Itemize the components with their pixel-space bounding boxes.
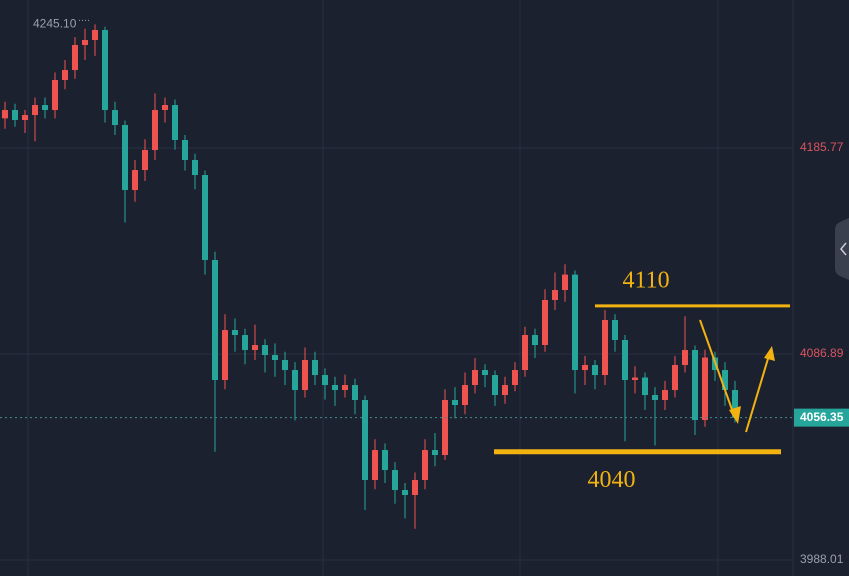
last-price-box (794, 408, 849, 427)
y-tick-label: 3988.01 (800, 552, 844, 566)
candle-body (622, 340, 628, 381)
high-label: 4245.10 (33, 17, 77, 31)
candle-body (662, 390, 668, 401)
candle-body (62, 70, 68, 81)
candle-body (332, 385, 338, 391)
candle-body (522, 335, 528, 371)
candle-body (22, 115, 28, 121)
candle-body (42, 105, 48, 111)
collapse-tab[interactable] (835, 218, 849, 280)
candle-body (682, 350, 688, 366)
candle-body (612, 320, 618, 341)
candle-body (292, 370, 298, 391)
candle-body (452, 400, 458, 406)
candle-body (472, 370, 478, 386)
candle-body (142, 150, 148, 171)
candle-body (652, 395, 658, 401)
candle-body (732, 390, 738, 418)
candle-body (282, 360, 288, 371)
candle-body (602, 320, 608, 376)
candle-body (592, 365, 598, 376)
candle-body (442, 400, 448, 456)
candle-body (562, 274, 568, 291)
arrowhead (729, 406, 741, 424)
candle-body (692, 350, 698, 421)
candle-body (572, 274, 578, 371)
arrowhead (764, 346, 775, 361)
candle-body (202, 175, 208, 261)
candle-body (272, 355, 278, 361)
candle-body (232, 330, 238, 336)
arrows (699, 319, 775, 433)
candle-body (402, 490, 408, 496)
candle-body (122, 125, 128, 191)
candle-body (262, 345, 268, 356)
candle-body (212, 260, 218, 381)
candle-body (672, 365, 678, 391)
candle-body (362, 400, 368, 481)
candle-body (422, 450, 428, 481)
y-tick-label: 4185.77 (800, 140, 844, 154)
candle-body (12, 110, 18, 121)
candle-body (702, 357, 708, 421)
candle-body (242, 335, 248, 351)
candle-body (512, 370, 518, 386)
plot (0, 24, 793, 561)
candle-body (92, 30, 98, 41)
candle-body (722, 370, 728, 391)
candle-body (542, 300, 548, 346)
candle-body (412, 480, 418, 496)
candle-body (342, 385, 348, 391)
arrow-up (745, 351, 771, 433)
candle-body (432, 450, 438, 456)
level-label: 4110 (623, 267, 670, 293)
candle-body (102, 30, 108, 111)
arrow-down (699, 319, 736, 419)
candle-body (252, 345, 258, 351)
candle-body (552, 290, 558, 301)
candle-body (182, 140, 188, 161)
last-price-label: 4056.35 (800, 410, 844, 424)
candle-body (492, 375, 498, 396)
candle-body (302, 360, 308, 391)
candle-body (82, 40, 88, 46)
candle-body (502, 385, 508, 396)
candle-body (2, 110, 8, 119)
candle-body (642, 377, 648, 396)
candle-body (132, 170, 138, 191)
candle-body (172, 105, 178, 141)
candle-body (322, 375, 328, 386)
candle-body (72, 45, 78, 71)
candle-body (582, 365, 588, 371)
candle-body (382, 450, 388, 471)
candle-body (32, 105, 38, 116)
candle-body (352, 385, 358, 401)
candle-body (152, 110, 158, 151)
y-tick-label: 4086.89 (800, 346, 844, 360)
candle-body (532, 335, 538, 346)
level-label: 4040 (588, 467, 636, 493)
side-tab[interactable] (835, 218, 849, 280)
candle-body (372, 450, 378, 481)
candle-body (482, 370, 488, 376)
candle-body (462, 385, 468, 406)
chevron-icon (840, 242, 847, 256)
candle-body (52, 80, 58, 111)
candle-body (632, 377, 638, 381)
candle-body (392, 470, 398, 491)
candle-body (222, 330, 228, 381)
candle-body (162, 105, 168, 111)
candle-body (112, 110, 118, 126)
candle-body (192, 160, 198, 176)
candle-body (312, 360, 318, 376)
